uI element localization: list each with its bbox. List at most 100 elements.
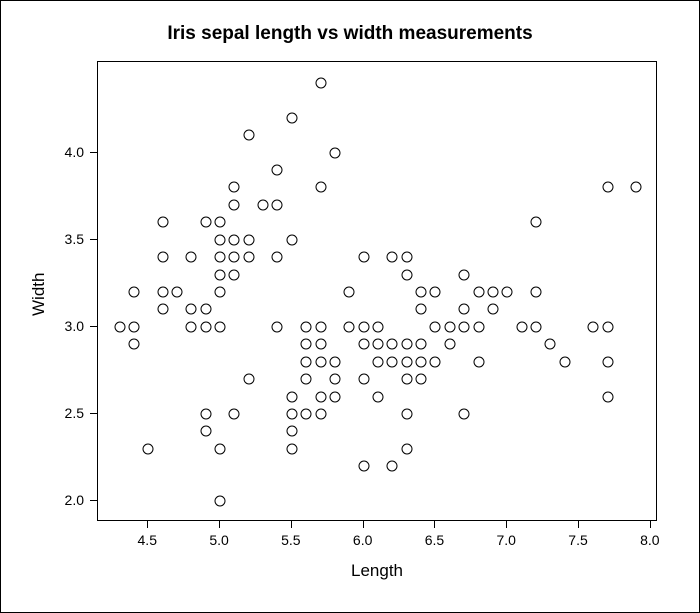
x-tick-mark [219,521,220,528]
data-point [243,130,254,141]
data-point [128,339,139,350]
data-point [301,356,312,367]
data-point [286,408,297,419]
data-point [215,217,226,228]
data-point [530,321,541,332]
data-point [315,321,326,332]
data-point [315,339,326,350]
data-point [602,321,613,332]
data-point [272,199,283,210]
y-axis-label: Width [29,273,49,316]
x-tick-label: 7.5 [568,532,587,548]
y-tick-mark [90,413,97,414]
y-tick-mark [90,500,97,501]
x-tick-mark [434,521,435,528]
data-point [329,374,340,385]
x-tick-label: 7.0 [496,532,515,548]
data-point [215,269,226,280]
data-point [286,234,297,245]
data-point [473,287,484,298]
x-tick-mark [578,521,579,528]
data-point [401,252,412,263]
chart-title: Iris sepal length vs width measurements [1,23,699,45]
data-point [373,356,384,367]
scatter-plot-area [97,61,657,521]
data-point [387,339,398,350]
x-tick-label: 4.5 [138,532,157,548]
data-point [157,287,168,298]
data-point [459,408,470,419]
data-point [387,252,398,263]
x-tick-label: 5.5 [281,532,300,548]
data-point [315,391,326,402]
data-point [516,321,527,332]
data-point [373,391,384,402]
data-point [315,356,326,367]
data-point [157,304,168,315]
data-point [215,443,226,454]
data-point [487,287,498,298]
data-point [416,287,427,298]
data-point [186,304,197,315]
data-point [358,374,369,385]
data-point [416,304,427,315]
y-tick-label: 2.5 [65,405,84,421]
data-point [430,321,441,332]
data-point [186,321,197,332]
data-point [229,408,240,419]
data-point [401,374,412,385]
data-point [430,287,441,298]
data-point [459,269,470,280]
data-point [444,339,455,350]
data-point [286,391,297,402]
data-point [128,321,139,332]
x-tick-mark [147,521,148,528]
data-point [416,374,427,385]
data-point [301,339,312,350]
data-point [401,269,412,280]
data-point [286,112,297,123]
data-point [128,287,139,298]
data-point [545,339,556,350]
data-point [215,287,226,298]
data-point [473,356,484,367]
data-point [229,252,240,263]
data-point [588,321,599,332]
data-point [215,321,226,332]
y-tick-mark [90,152,97,153]
data-point [229,269,240,280]
data-point [243,374,254,385]
data-point [157,217,168,228]
data-point [243,234,254,245]
data-point [602,182,613,193]
data-point [215,496,226,507]
data-point [157,252,168,263]
data-point [315,408,326,419]
data-point [329,147,340,158]
chart-outer-frame: Iris sepal length vs width measurements … [0,0,700,613]
data-point [559,356,570,367]
data-point [373,339,384,350]
data-point [631,182,642,193]
y-tick-label: 2.0 [65,492,84,508]
data-point [416,356,427,367]
data-point [301,374,312,385]
data-point [430,356,441,367]
y-tick-mark [90,239,97,240]
data-point [502,287,513,298]
data-point [272,252,283,263]
data-point [286,426,297,437]
data-point [200,426,211,437]
data-point [301,321,312,332]
data-point [358,461,369,472]
data-point [301,408,312,419]
data-point [186,252,197,263]
data-point [200,321,211,332]
data-point [602,356,613,367]
data-point [373,321,384,332]
data-point [358,321,369,332]
data-point [229,199,240,210]
data-point [215,252,226,263]
data-point [530,217,541,228]
data-point [315,182,326,193]
